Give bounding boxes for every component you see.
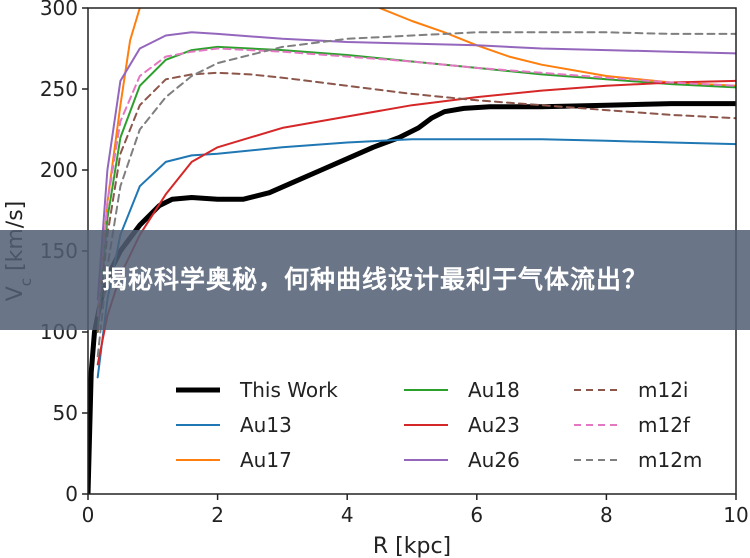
legend-label-au23: Au23	[468, 413, 520, 437]
series-line-m12i	[96, 71, 736, 333]
title-banner: 揭秘科学奥秘，何种曲线设计最利于气体流出？	[0, 230, 750, 330]
legend-label-m12f: m12f	[638, 413, 691, 437]
y-tick-label: 300	[40, 0, 78, 20]
x-tick-label: 10	[723, 503, 748, 527]
legend-label-m12m: m12m	[638, 448, 702, 472]
x-tick-label: 0	[82, 503, 95, 527]
x-tick-label: 4	[341, 503, 354, 527]
legend-label-this-work: This Work	[239, 378, 338, 402]
legend-label-m12i: m12i	[638, 378, 689, 402]
series-line-au13	[96, 138, 736, 379]
series-line-m12m	[96, 31, 736, 358]
x-tick-label: 8	[600, 503, 613, 527]
series-line-m12f	[96, 47, 736, 317]
y-tick-label: 0	[65, 482, 78, 506]
x-tick-label: 6	[470, 503, 483, 527]
series-line-au18	[96, 45, 736, 333]
y-tick-label: 250	[40, 77, 78, 101]
y-tick-label: 200	[40, 158, 78, 182]
legend-label-au13: Au13	[240, 413, 292, 437]
legend-label-au18: Au18	[468, 378, 520, 402]
legend-label-au17: Au17	[240, 448, 292, 472]
legend-label-au26: Au26	[468, 448, 520, 472]
x-axis-title: R [kpc]	[373, 534, 451, 558]
series-line-au26	[96, 31, 736, 301]
banner-title: 揭秘科学奥秘，何种曲线设计最利于气体流出？	[101, 265, 648, 294]
y-tick-label: 50	[53, 401, 78, 425]
x-tick-label: 2	[211, 503, 224, 527]
